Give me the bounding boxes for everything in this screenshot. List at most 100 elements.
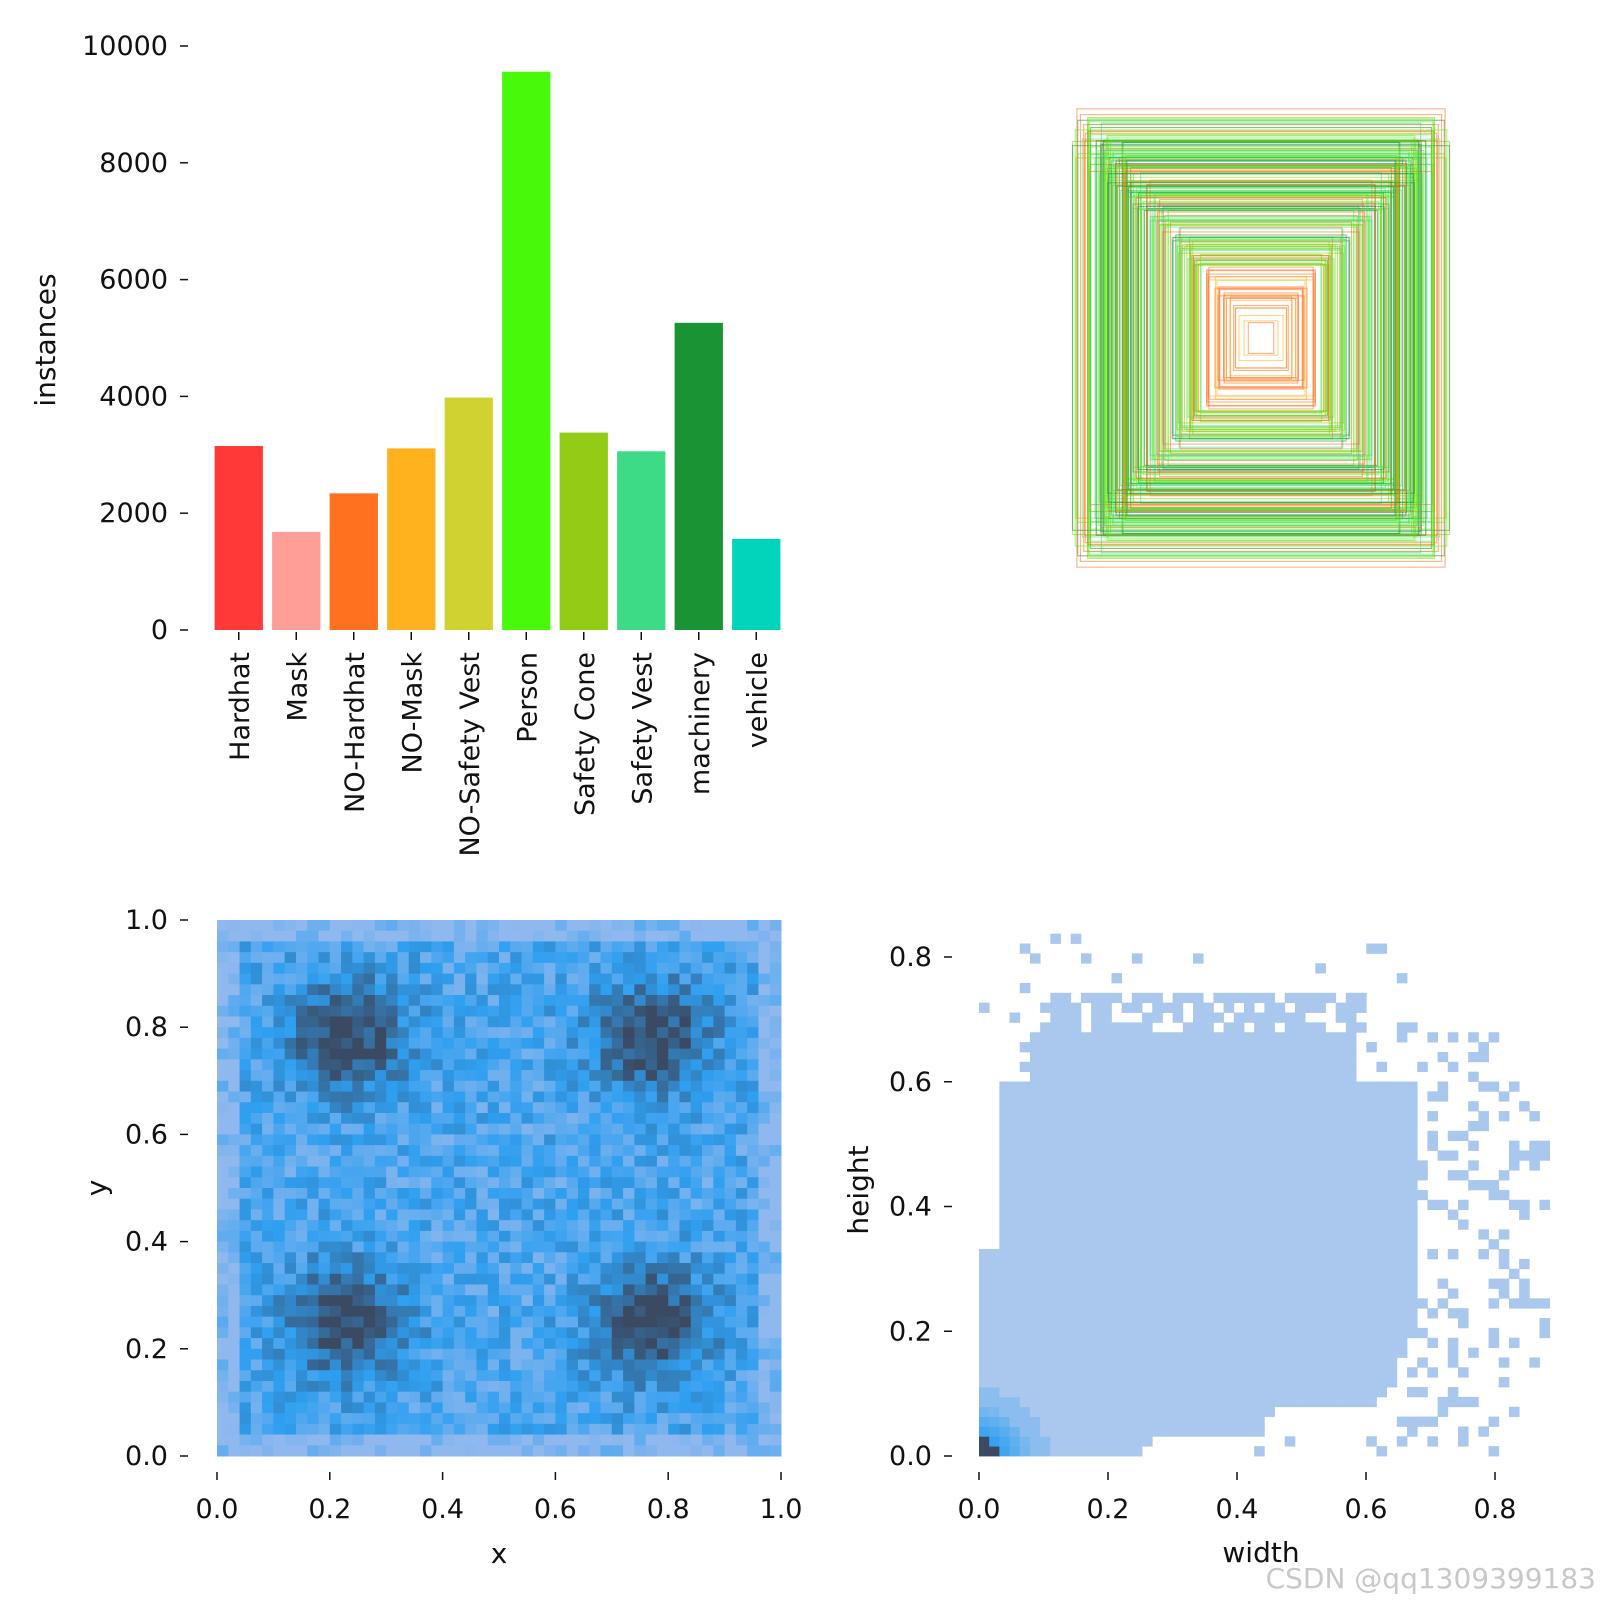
wh-heatmap-cell [1142,1298,1153,1309]
xy-heatmap-cell [735,1005,748,1017]
xy-heatmap-cell [250,1080,263,1093]
wh-heatmap-cell [1264,1268,1275,1280]
xy-heatmap-cell [555,1188,568,1200]
xy-heatmap-cell [465,995,477,1007]
xy-heatmap-cell [499,1338,511,1350]
wh-heatmap-cell [1009,1357,1021,1368]
xy-heatmap-cell [758,1209,771,1221]
xy-heatmap-cell [318,1273,331,1285]
xy-heatmap-cell [577,952,590,964]
xy-heatmap-cell [724,920,737,932]
xy-heatmap-cell [217,1123,229,1135]
wh-heatmap-cell [1305,1180,1316,1191]
box-outline [1140,171,1382,505]
wh-heatmap-cell [1172,1219,1184,1230]
xy-heatmap-cell [217,941,229,953]
wh-heatmap-cell [1091,1347,1102,1358]
wh-heatmap-cell [1223,1347,1235,1358]
xy-heatmap-cell [239,1037,252,1050]
wh-heatmap-cell [1162,1239,1174,1250]
xy-heatmap-cell [318,1102,331,1114]
xy-heatmap-cell [476,1252,489,1264]
wh-heatmap-cell [1254,1140,1265,1151]
wh-heatmap-cell [1203,1012,1214,1023]
wh-heatmap-cell [1386,1298,1398,1309]
wh-heatmap-cell [1019,1436,1031,1447]
xy-heatmap-cell [273,1284,286,1296]
xy-heatmap-cell [250,1402,263,1414]
xy-heatmap-cell [442,973,455,985]
xy-heatmap-cell [273,952,286,964]
xy-heatmap-cell [217,1209,229,1221]
xy-heatmap-cell [600,941,613,953]
xy-heatmap-cell [679,941,692,953]
xy-heatmap-cell [453,1402,466,1414]
wh-heatmap-cell [1182,1081,1194,1092]
xy-heatmap-cell [420,995,432,1007]
xy-heatmap-cell [623,1241,635,1253]
wh-heatmap-cell [1019,1219,1031,1230]
xy-heatmap-cell [307,1048,320,1060]
wh-heatmap-cell [1091,1150,1102,1161]
xy-heatmap-cell [577,1338,590,1350]
xy-heatmap-cell [510,1370,523,1382]
xy-heatmap-cell [623,1380,635,1393]
xy-heatmap-cell [420,1423,432,1436]
xy-heatmap-cell [487,1370,500,1382]
wh-heatmap-cell [999,1249,1010,1260]
xy-heatmap-cell [589,1091,602,1103]
xy-heatmap-cell [374,1380,387,1393]
wh-heatmap-cell [1325,1249,1337,1260]
xy-heatmap-cell [397,1263,410,1275]
wh-heatmap-cell [1080,1160,1092,1171]
xy-heatmap-cell [611,1230,624,1243]
wh-heatmap-cell [1050,1189,1061,1201]
wh-heatmap-cell [1294,1150,1306,1161]
xy-heatmap-cell [499,962,511,975]
xy-heatmap-cell [589,1198,602,1210]
wh-heatmap-cell [1223,1387,1235,1398]
wh-heatmap-cell [1101,1239,1112,1250]
xy-heatmap-cell [499,1305,511,1318]
wh-heatmap-cell [1243,1180,1255,1191]
xy-heatmap-cell [386,1327,398,1339]
wh-heatmap-cell [1284,1347,1296,1358]
wh-heatmap-cell [1111,1327,1123,1339]
xy-heatmap-cell [239,1070,252,1082]
xy-heatmap-cell [408,1209,421,1221]
wh-heatmap-cell [1101,1446,1112,1457]
wh-heatmap-cell [1091,1426,1102,1437]
wh-heatmap-cell [1254,1249,1265,1260]
wh-heatmap-cell [1305,1032,1316,1043]
wh-heatmap-cell [1009,1278,1021,1289]
wh-heatmap-cell [979,1298,990,1309]
box-outline [1193,257,1329,419]
wh-heatmap-cell [1203,1416,1214,1427]
box-outline [1108,173,1414,503]
xy-heatmap-cell [724,1198,737,1210]
xy-heatmap-cell [690,1188,703,1200]
xy-heatmap-cell [566,1048,579,1060]
xy-heatmap-cell [408,920,421,932]
xy-heatmap-cell [250,1198,263,1210]
xy-heatmap-cell [250,1145,263,1157]
xy-heatmap-cell [634,1059,647,1071]
xy-heatmap-cell [702,1434,714,1446]
xy-heatmap-cell [702,1198,714,1210]
xy-heatmap-cell [769,1209,782,1221]
xy-heatmap-cell [453,1048,466,1060]
wh-heatmap-cell [1019,1347,1031,1358]
wh-heatmap-cell [1294,1120,1306,1132]
wh-heatmap-cell [1539,1327,1551,1339]
wh-heatmap-cell [1356,1318,1367,1329]
wh-heatmap-cell [1315,1071,1326,1082]
wh-heatmap-cell [1070,1140,1082,1151]
xy-heatmap-cell [329,1198,342,1210]
xy-heatmap-cell [318,1155,331,1168]
xy-heatmap-cell [273,1445,286,1457]
wh-heatmap-cell [1223,1150,1235,1161]
xy-heatmap-cell [442,1263,455,1275]
xy-heatmap-cell [341,1209,353,1221]
xy-heatmap-cell [250,930,263,942]
wh-heatmap-cell [1182,1396,1194,1408]
